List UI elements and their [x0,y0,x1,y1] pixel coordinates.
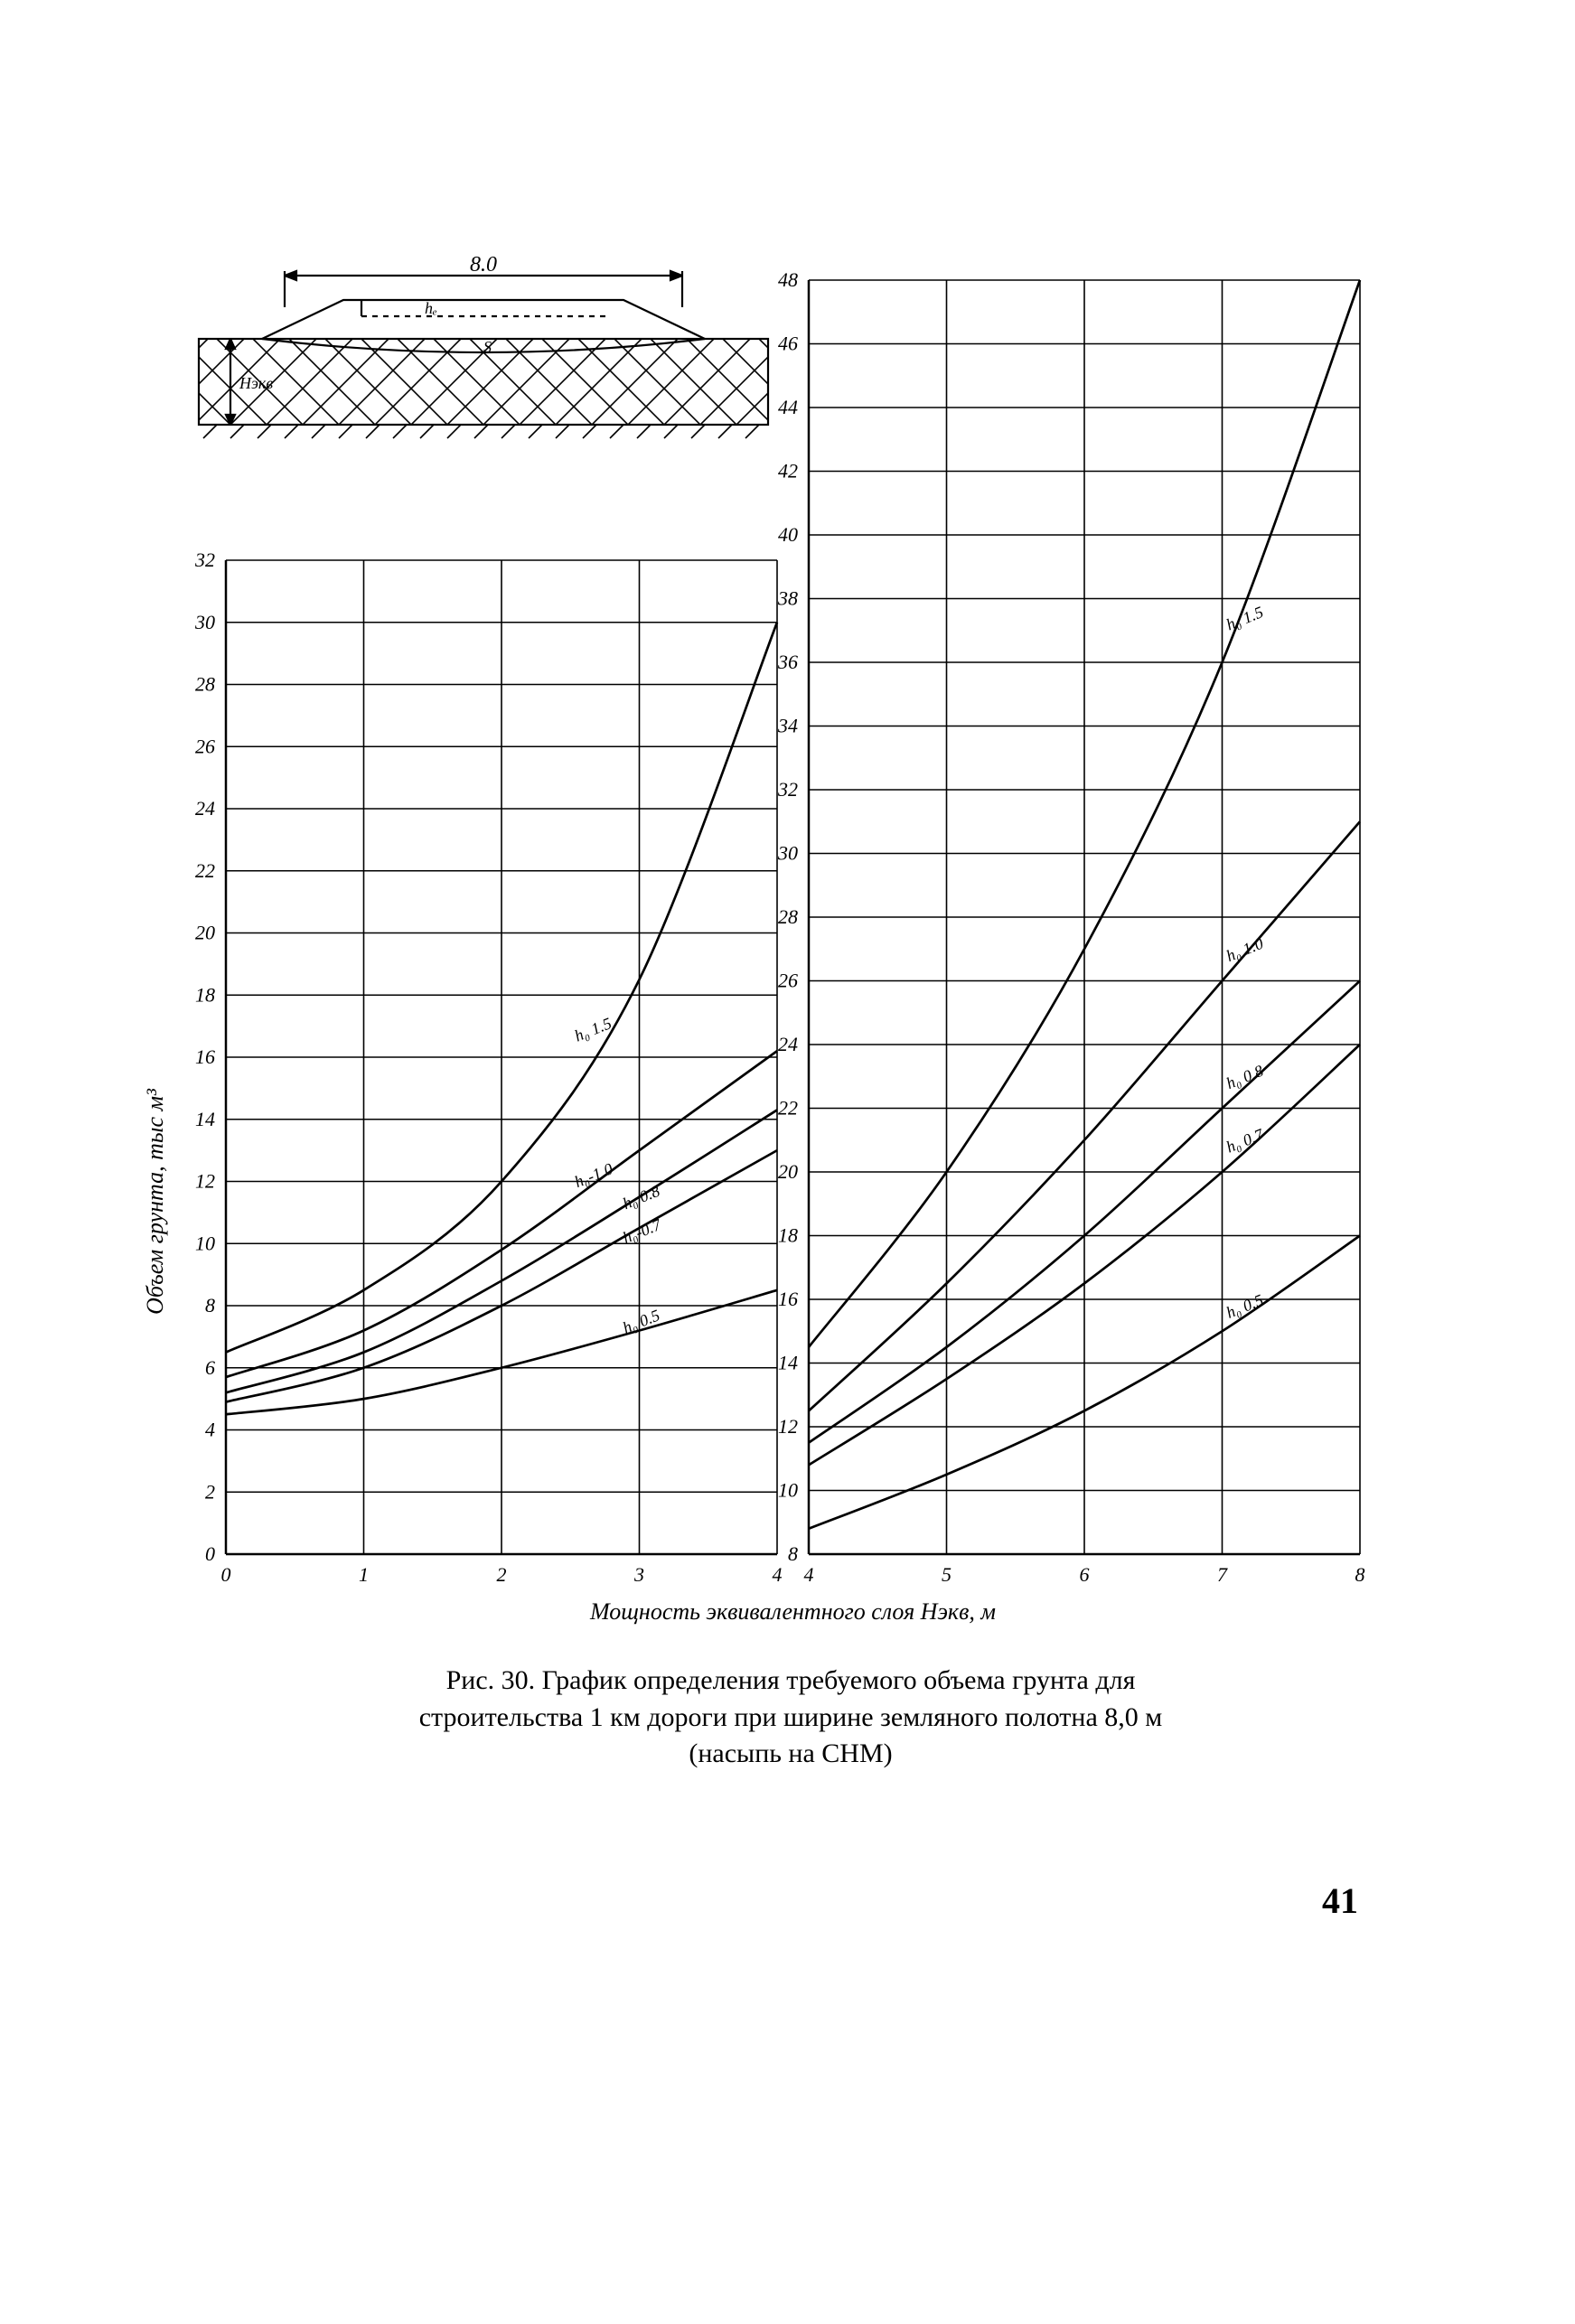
svg-text:22: 22 [778,1097,798,1120]
svg-text:28: 28 [195,673,215,696]
svg-text:4: 4 [205,1419,215,1441]
svg-text:0: 0 [205,1542,215,1565]
svg-text:12: 12 [195,1170,215,1193]
svg-text:46: 46 [778,333,798,355]
svg-text:22: 22 [195,859,215,882]
svg-text:2: 2 [497,1563,507,1586]
svg-text:48: 48 [778,268,798,291]
svg-text:26: 26 [195,735,215,757]
svg-text:32: 32 [194,548,215,571]
caption-line-3: (насыпь на СНМ) [689,1738,892,1768]
svg-text:h₀-1.0: h₀-1.0 [572,1159,615,1191]
svg-text:3: 3 [633,1563,644,1586]
svg-text:40: 40 [778,523,798,546]
svg-text:42: 42 [778,460,798,483]
svg-text:32: 32 [777,778,798,801]
svg-text:2: 2 [205,1480,215,1503]
x-axis-label: Мощность эквивалентного слоя Нэкв, м [589,1598,996,1625]
svg-text:36: 36 [777,651,798,673]
page-number: 41 [1322,1879,1358,1922]
svg-text:6: 6 [205,1356,215,1379]
y-axis-label: Объем грунта, тыс м³ [142,1088,168,1315]
svg-text:0: 0 [221,1563,231,1586]
figure-caption: Рис. 30. График определения требуемого о… [235,1663,1346,1773]
svg-text:h₀ 0.5: h₀ 0.5 [620,1306,662,1336]
svg-text:10: 10 [195,1232,215,1254]
svg-text:20: 20 [195,922,215,944]
svg-text:6: 6 [1080,1563,1090,1586]
svg-text:4: 4 [804,1563,814,1586]
svg-text:16: 16 [778,1288,798,1310]
svg-text:16: 16 [195,1045,215,1068]
svg-text:44: 44 [778,396,798,418]
svg-text:14: 14 [778,1352,798,1374]
page: 8.0 hₑ S Hэкв 02468101214161820222426283… [0,0,1575,2324]
svg-text:18: 18 [778,1224,798,1247]
svg-text:1: 1 [359,1563,369,1586]
caption-line-2: строительства 1 км дороги при ширине зем… [419,1702,1163,1732]
charts-svg: 0246810121416182022242628303201234810121… [136,253,1383,1663]
svg-text:8: 8 [1355,1563,1365,1586]
svg-text:h₀ 0.8: h₀ 0.8 [620,1182,662,1213]
svg-text:20: 20 [778,1160,798,1183]
svg-text:30: 30 [777,842,798,865]
svg-text:12: 12 [778,1415,798,1438]
svg-text:8: 8 [788,1542,798,1565]
svg-text:24: 24 [778,1033,798,1055]
svg-text:8: 8 [205,1294,215,1317]
svg-text:4: 4 [773,1563,783,1586]
svg-text:30: 30 [194,611,215,633]
svg-text:10: 10 [778,1479,798,1502]
svg-text:h₀-0.7: h₀-0.7 [620,1215,664,1247]
svg-text:14: 14 [195,1108,215,1130]
svg-text:24: 24 [195,797,215,820]
svg-text:h₀ 1.0: h₀ 1.0 [1223,934,1266,965]
svg-text:5: 5 [942,1563,952,1586]
svg-text:34: 34 [777,715,798,737]
svg-text:18: 18 [195,983,215,1006]
svg-text:26: 26 [778,970,798,992]
svg-text:7: 7 [1217,1563,1228,1586]
svg-text:28: 28 [778,905,798,928]
svg-text:38: 38 [777,587,798,610]
caption-line-1: Рис. 30. График определения требуемого о… [446,1665,1136,1695]
